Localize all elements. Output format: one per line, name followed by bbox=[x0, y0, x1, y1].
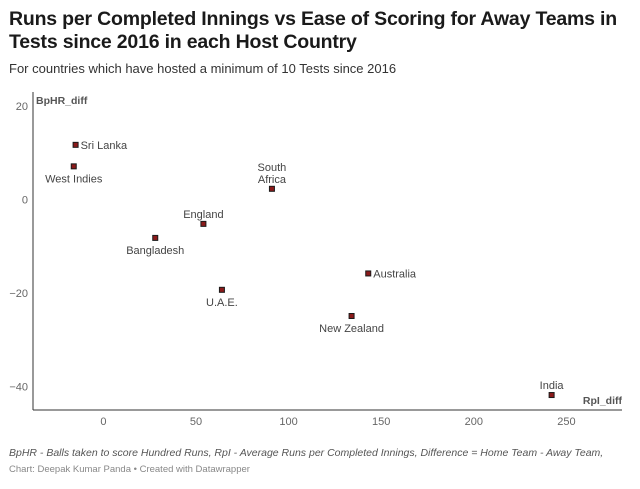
data-point-label: England bbox=[183, 209, 223, 221]
data-point-label: Sri Lanka bbox=[81, 140, 128, 152]
data-point-label: India bbox=[540, 380, 565, 392]
y-tick-label: −20 bbox=[9, 288, 28, 300]
chart-footnote: BpHR - Balls taken to score Hundred Runs… bbox=[9, 447, 604, 459]
y-tick-label: 0 bbox=[22, 195, 28, 207]
x-tick-label: 150 bbox=[372, 416, 390, 428]
x-tick-label: 50 bbox=[190, 416, 202, 428]
data-point bbox=[72, 141, 79, 148]
data-point bbox=[268, 185, 275, 192]
x-axis-title: RpI_diff bbox=[583, 395, 623, 407]
chart-points: Sri Lanka West Indies South Africa England Ba… bbox=[45, 140, 565, 399]
data-point bbox=[548, 392, 555, 399]
data-point-label: Australia bbox=[373, 268, 417, 280]
x-tick-label: 250 bbox=[557, 416, 575, 428]
data-point-label: U.A.E. bbox=[206, 297, 238, 309]
data-point bbox=[365, 270, 372, 277]
chart-subtitle: For countries which have hosted a minimu… bbox=[9, 61, 397, 76]
chart-credit: Chart: Deepak Kumar Panda • Created with… bbox=[9, 464, 250, 475]
data-point-label: Bangladesh bbox=[126, 245, 184, 257]
y-tick-label: 20 bbox=[16, 101, 28, 113]
chart-title: Runs per Completed Innings vs Ease of Sc… bbox=[9, 8, 617, 53]
data-point bbox=[218, 286, 225, 293]
data-point bbox=[152, 234, 159, 241]
y-tick-label: −40 bbox=[9, 382, 28, 394]
x-tick-label: 100 bbox=[279, 416, 297, 428]
x-tick-label: 200 bbox=[465, 416, 483, 428]
y-axis-title: BpHR_diff bbox=[36, 95, 88, 107]
data-point bbox=[70, 163, 77, 170]
data-point bbox=[348, 313, 355, 320]
data-point-label: South Africa bbox=[258, 162, 287, 186]
data-point-label: New Zealand bbox=[319, 323, 384, 335]
data-point-label: West Indies bbox=[45, 173, 103, 185]
x-tick-label: 0 bbox=[100, 416, 106, 428]
data-point bbox=[200, 220, 207, 227]
